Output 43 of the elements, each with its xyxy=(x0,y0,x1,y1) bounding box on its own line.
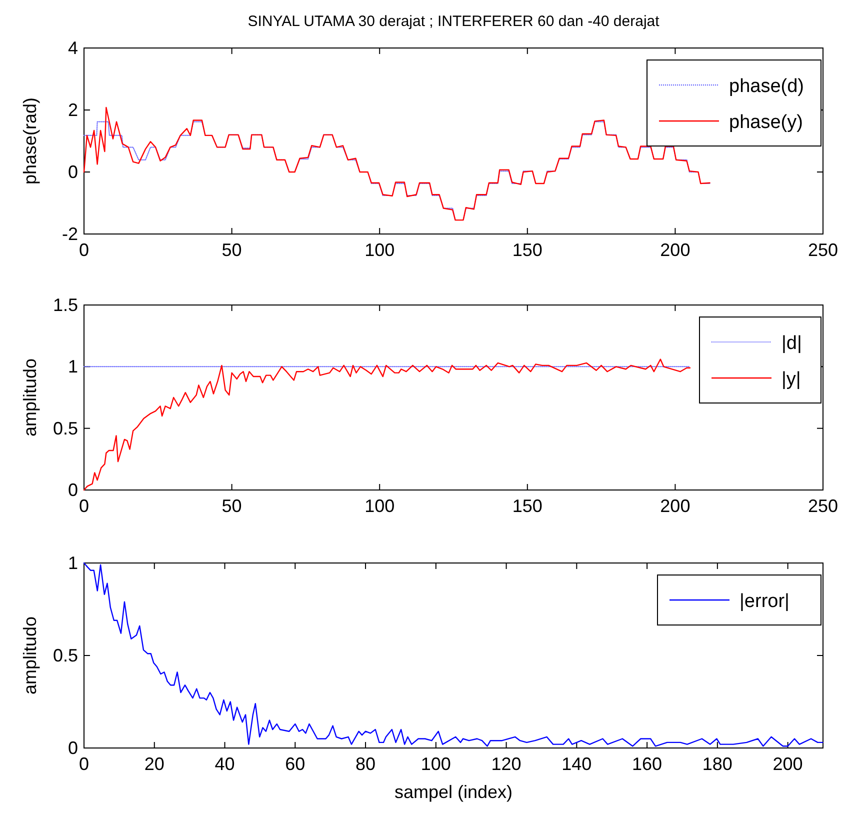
chart-title: SINYAL UTAMA 30 derajat ; INTERFERER 60 dan -40 derajat xyxy=(248,13,660,30)
y-axis-title: amplitudo xyxy=(20,358,40,437)
x-tick-label: 200 xyxy=(660,240,690,260)
x-tick-label: 180 xyxy=(702,754,732,774)
y-axis-title: amplitudo xyxy=(20,616,40,695)
y-tick-label: 0 xyxy=(68,162,78,182)
y-tick-label: 0 xyxy=(68,480,78,500)
x-tick-label: 120 xyxy=(491,754,522,774)
y-tick-label: 0.5 xyxy=(52,418,78,438)
y-tick-label: 0 xyxy=(68,738,78,758)
x-tick-label: 100 xyxy=(364,496,395,516)
x-tick-label: 250 xyxy=(808,240,838,260)
x-tick-label: 50 xyxy=(222,496,242,516)
legend-label: |y| xyxy=(782,369,801,390)
y-tick-label: 1 xyxy=(68,553,78,573)
y-tick-label: 0.5 xyxy=(52,646,78,666)
line-series xyxy=(83,358,691,491)
x-tick-label: 200 xyxy=(660,496,690,516)
x-tick-label: 100 xyxy=(420,754,451,774)
x-tick-label: 80 xyxy=(356,754,376,774)
x-tick-label: 150 xyxy=(512,240,542,260)
y-tick-label: 2 xyxy=(68,100,78,120)
x-axis-title: sampel (index) xyxy=(394,782,513,802)
legend-label: phase(d) xyxy=(729,76,804,97)
x-tick-label: 20 xyxy=(144,754,164,774)
line-series xyxy=(83,562,824,747)
y-tick-label: -2 xyxy=(62,224,78,244)
x-tick-label: 50 xyxy=(222,240,242,260)
y-tick-label: 1.5 xyxy=(52,295,78,315)
y-tick-label: 4 xyxy=(68,38,78,58)
x-tick-label: 100 xyxy=(364,240,395,260)
x-tick-label: 60 xyxy=(285,754,306,774)
x-tick-label: 140 xyxy=(562,754,592,774)
x-tick-label: 160 xyxy=(632,754,662,774)
x-tick-label: 150 xyxy=(512,496,542,516)
y-axis-title: phase(rad) xyxy=(20,97,40,185)
x-tick-label: 250 xyxy=(808,496,838,516)
x-tick-label: 200 xyxy=(772,754,803,774)
legend-label: phase(y) xyxy=(729,112,803,133)
legend-label: |d| xyxy=(782,333,802,354)
x-tick-label: 40 xyxy=(214,754,235,774)
legend-label: |error| xyxy=(740,591,790,612)
y-tick-label: 1 xyxy=(68,356,78,377)
